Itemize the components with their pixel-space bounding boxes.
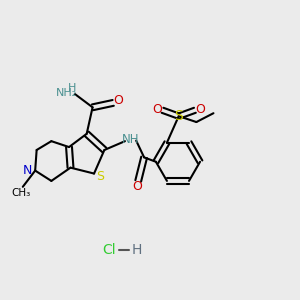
Text: NH: NH	[122, 133, 139, 146]
Text: H: H	[132, 243, 142, 257]
Text: O: O	[152, 103, 162, 116]
Text: S: S	[174, 109, 183, 123]
Text: O: O	[114, 94, 123, 107]
Text: S: S	[97, 170, 104, 183]
Text: NH₂: NH₂	[56, 88, 77, 98]
Text: H: H	[68, 82, 77, 93]
Text: O: O	[195, 103, 205, 116]
Text: CH₃: CH₃	[12, 188, 31, 198]
Text: O: O	[132, 180, 142, 193]
Text: N: N	[23, 164, 32, 176]
Text: Cl: Cl	[102, 243, 116, 257]
